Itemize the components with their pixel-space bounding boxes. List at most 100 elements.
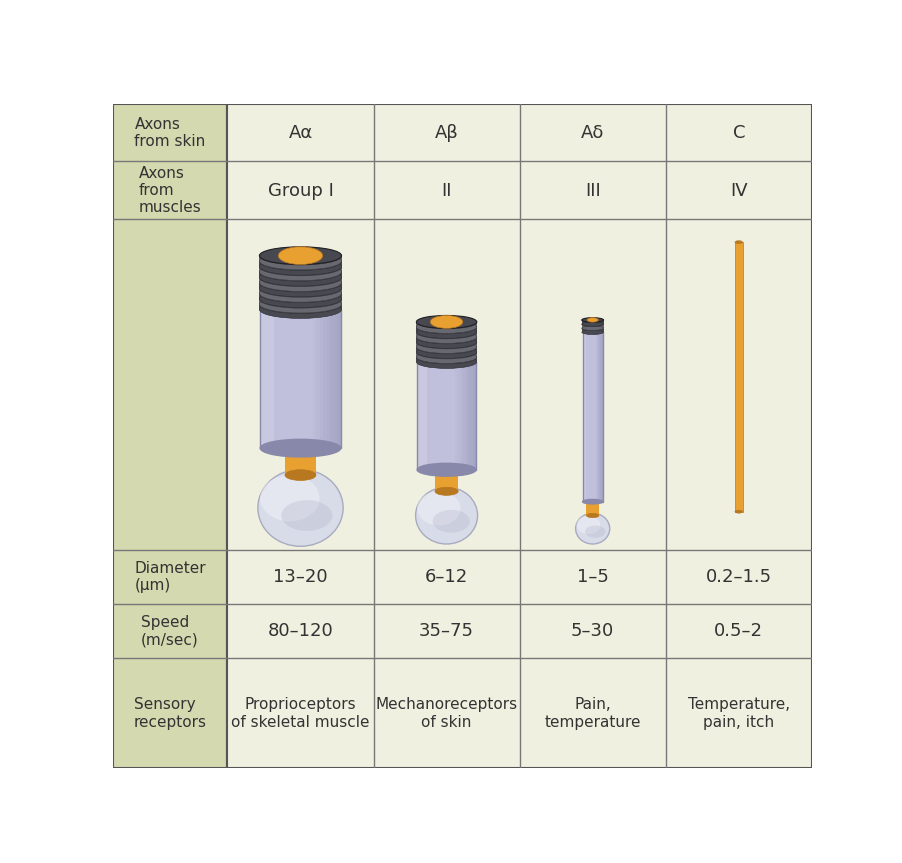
Bar [586, 501, 599, 515]
Bar [323, 310, 327, 448]
Ellipse shape [575, 513, 610, 544]
Bar [417, 348, 477, 352]
Ellipse shape [576, 515, 601, 534]
Bar [260, 267, 342, 272]
Bar [337, 310, 341, 448]
Ellipse shape [586, 513, 599, 518]
Ellipse shape [417, 350, 477, 363]
Bar [227, 104, 812, 768]
Text: Aβ: Aβ [435, 123, 458, 142]
Ellipse shape [416, 487, 477, 544]
Ellipse shape [260, 280, 342, 298]
Ellipse shape [260, 296, 342, 313]
Bar [735, 243, 742, 512]
Text: 5–30: 5–30 [571, 622, 614, 640]
Ellipse shape [417, 316, 477, 329]
Ellipse shape [260, 269, 342, 287]
Ellipse shape [260, 258, 342, 276]
Ellipse shape [417, 341, 477, 353]
Ellipse shape [417, 321, 477, 334]
Ellipse shape [417, 345, 477, 358]
Bar [260, 261, 342, 267]
Bar [260, 305, 342, 310]
Ellipse shape [258, 469, 343, 546]
Ellipse shape [260, 263, 342, 281]
Ellipse shape [417, 356, 476, 369]
Ellipse shape [260, 252, 342, 270]
Text: Group I: Group I [268, 181, 334, 199]
Text: 6–12: 6–12 [425, 568, 468, 586]
Text: Mechanoreceptors
of skin: Mechanoreceptors of skin [375, 697, 518, 729]
Text: Axons
from
muscles: Axons from muscles [139, 166, 201, 216]
Text: Speed
(m/sec): Speed (m/sec) [142, 614, 199, 647]
Bar [417, 332, 477, 337]
Bar [583, 332, 603, 501]
Bar [260, 273, 342, 277]
Ellipse shape [430, 316, 463, 328]
Bar [417, 323, 477, 327]
Ellipse shape [417, 351, 477, 364]
Bar [582, 329, 603, 332]
Text: Aδ: Aδ [581, 123, 604, 142]
Bar [463, 362, 465, 469]
Bar [113, 104, 227, 768]
Bar [260, 283, 342, 288]
Ellipse shape [260, 279, 342, 297]
Ellipse shape [433, 510, 470, 532]
Ellipse shape [260, 300, 342, 318]
Ellipse shape [417, 320, 477, 333]
Bar [260, 256, 342, 261]
Bar [417, 337, 477, 342]
Ellipse shape [285, 443, 316, 454]
Ellipse shape [435, 466, 458, 474]
Bar [260, 310, 341, 448]
Text: 0.5–2: 0.5–2 [714, 622, 763, 640]
Text: Pain,
temperature: Pain, temperature [545, 697, 641, 729]
Ellipse shape [417, 316, 477, 328]
Ellipse shape [260, 248, 342, 265]
Ellipse shape [260, 291, 342, 308]
Bar [582, 324, 603, 328]
Bar [319, 310, 323, 448]
Ellipse shape [260, 274, 342, 292]
Ellipse shape [735, 510, 742, 513]
Bar [334, 310, 337, 448]
Text: Sensory
receptors: Sensory receptors [133, 697, 207, 729]
Ellipse shape [417, 346, 477, 359]
Bar [583, 332, 603, 501]
Bar [327, 310, 330, 448]
Text: 80–120: 80–120 [268, 622, 334, 640]
Text: Temperature,
pain, itch: Temperature, pain, itch [687, 697, 790, 729]
Bar [260, 278, 342, 282]
Ellipse shape [417, 336, 477, 349]
Ellipse shape [260, 295, 342, 313]
Bar [285, 448, 316, 476]
Ellipse shape [260, 263, 342, 280]
Bar [417, 352, 477, 357]
Ellipse shape [586, 500, 599, 504]
Bar [417, 357, 477, 362]
Ellipse shape [435, 488, 458, 495]
Ellipse shape [417, 341, 477, 354]
Bar [260, 310, 274, 448]
Text: C: C [732, 123, 745, 142]
Bar [471, 362, 474, 469]
Bar [461, 362, 463, 469]
Bar [465, 362, 468, 469]
Bar [330, 310, 334, 448]
Bar [417, 362, 428, 469]
Ellipse shape [260, 274, 342, 292]
Ellipse shape [260, 253, 342, 270]
Bar [417, 362, 476, 469]
Ellipse shape [583, 500, 603, 504]
Text: 1–5: 1–5 [576, 568, 609, 586]
Ellipse shape [583, 330, 603, 335]
Ellipse shape [260, 290, 342, 307]
Ellipse shape [417, 356, 477, 369]
Bar [313, 310, 316, 448]
Bar [417, 362, 476, 469]
Ellipse shape [279, 247, 323, 264]
Text: Proprioceptors
of skeletal muscle: Proprioceptors of skeletal muscle [231, 697, 370, 729]
Ellipse shape [260, 285, 342, 302]
Text: Aα: Aα [289, 123, 313, 142]
